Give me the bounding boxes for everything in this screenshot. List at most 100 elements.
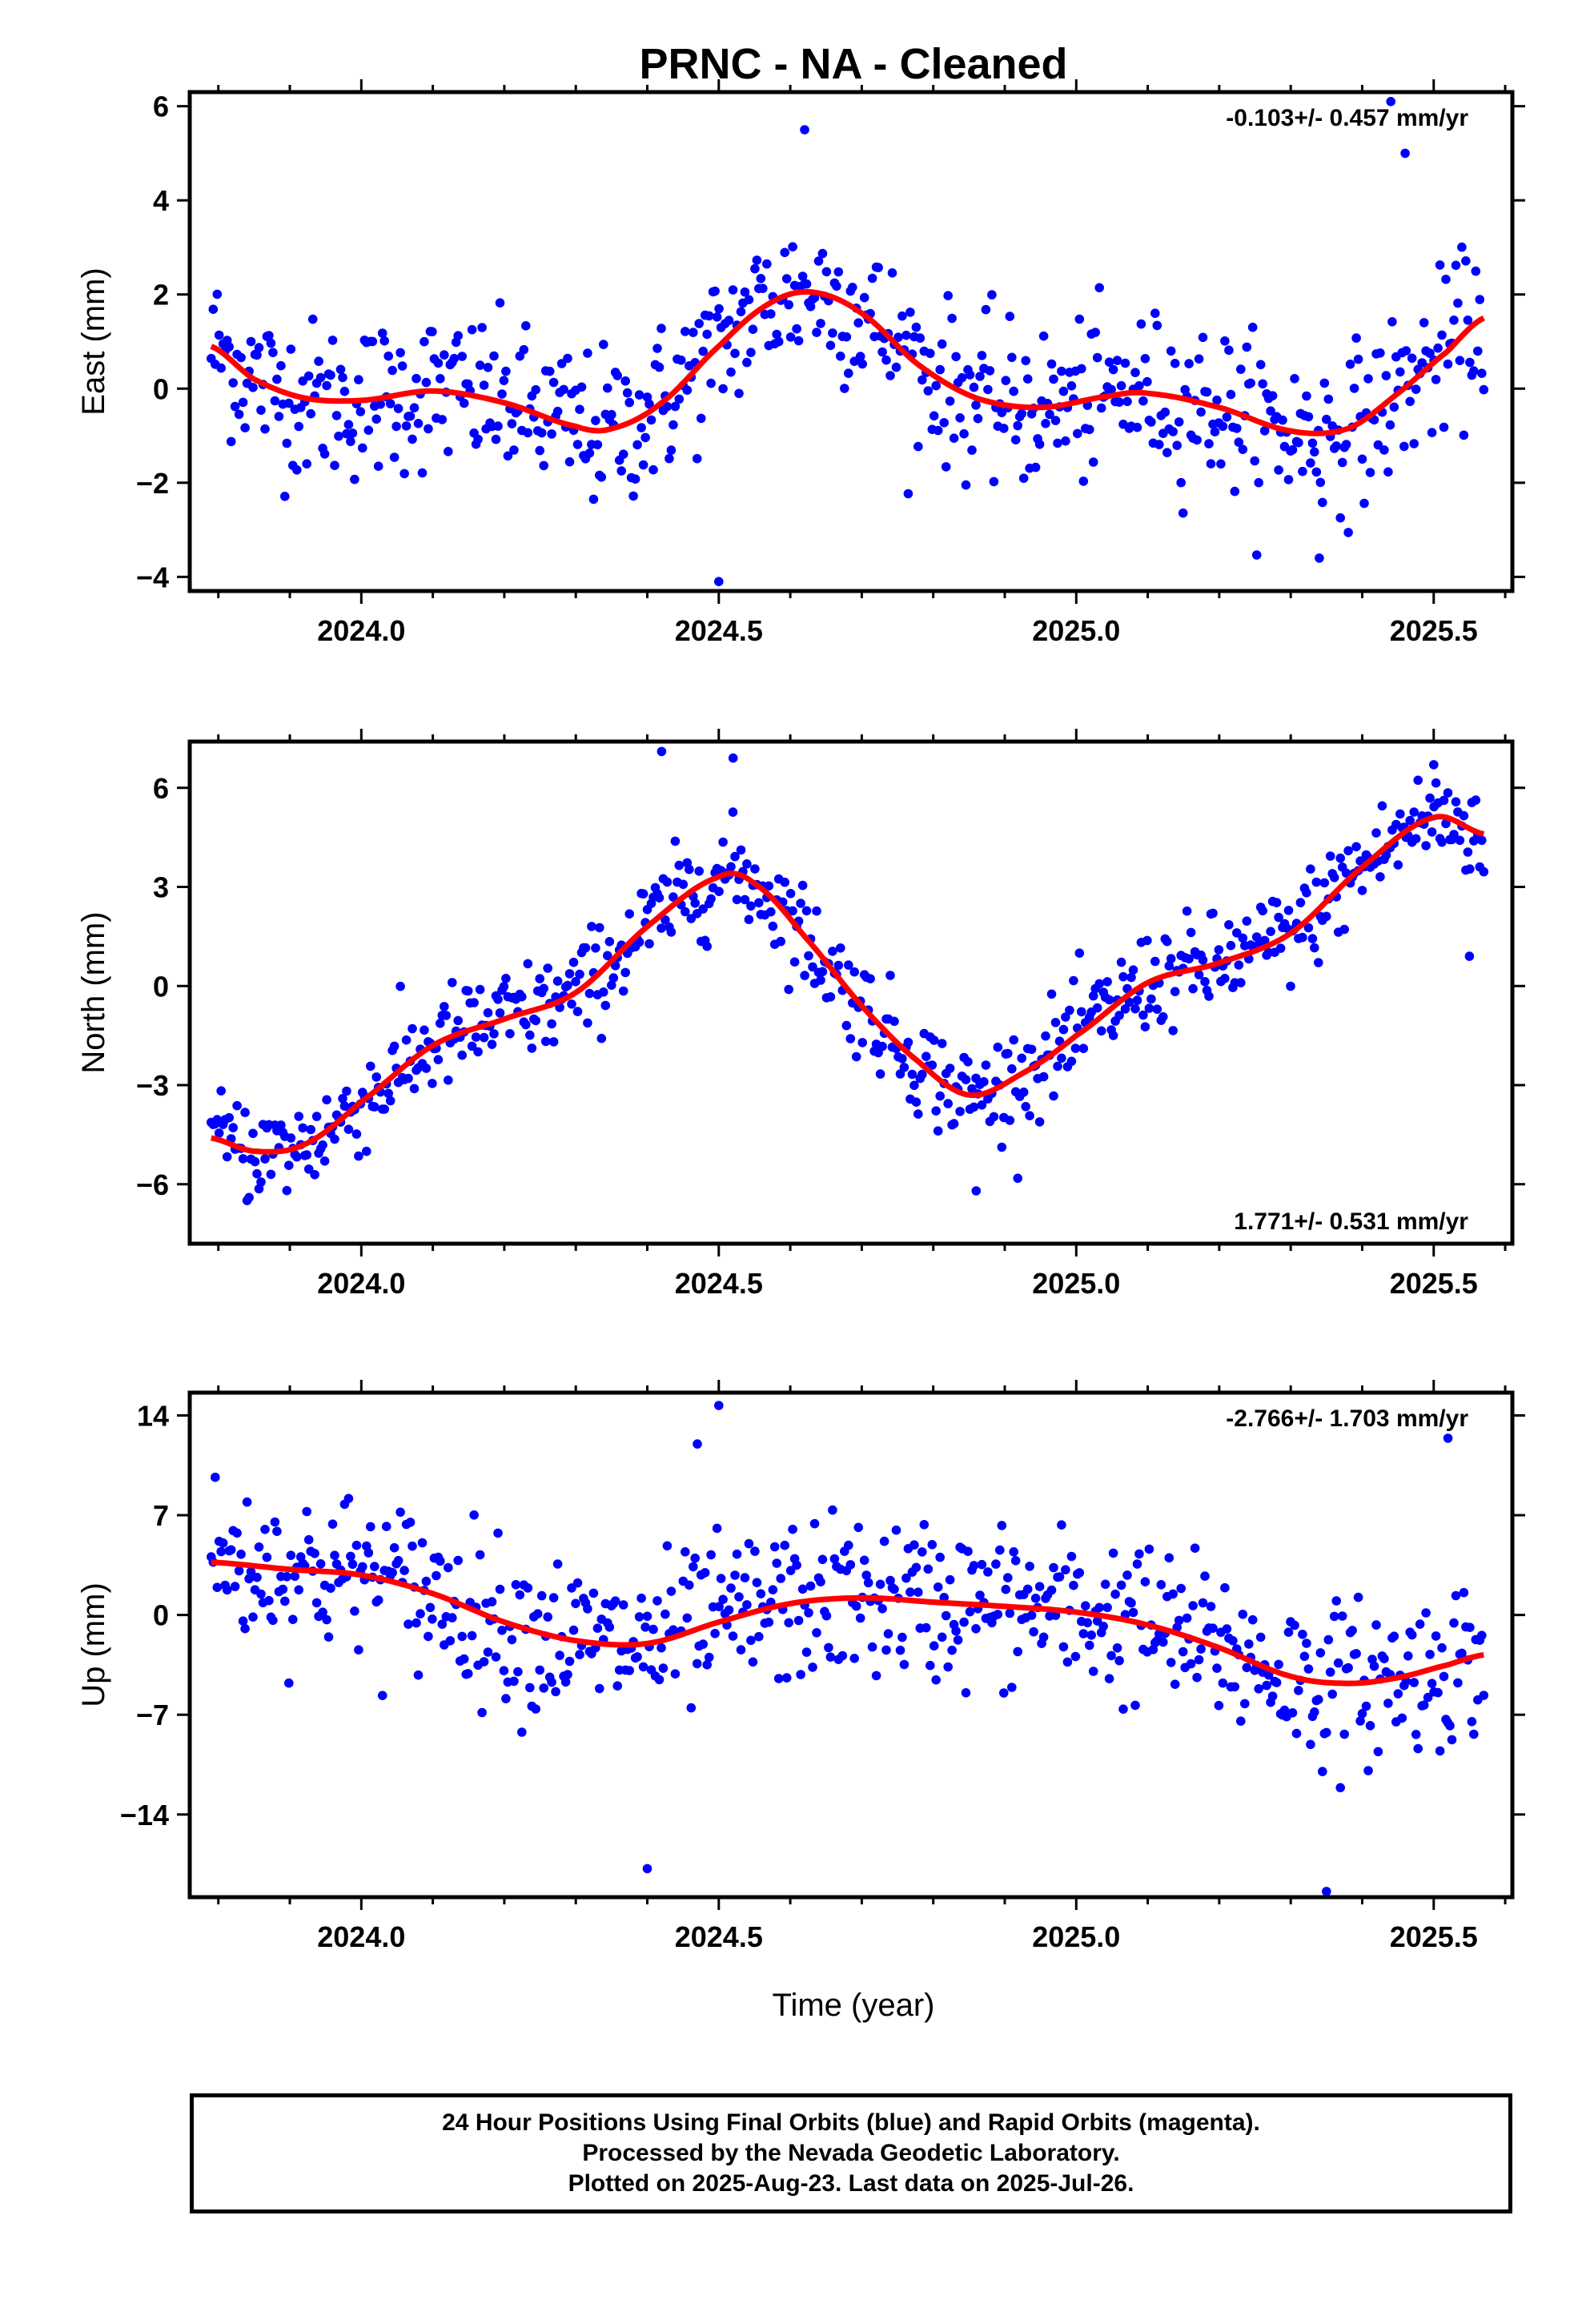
data-point (1385, 420, 1395, 430)
data-point (1077, 364, 1086, 374)
data-point (1025, 1111, 1034, 1120)
data-point (943, 291, 953, 301)
data-point (1092, 1003, 1102, 1013)
data-point (228, 378, 239, 388)
data-point (1146, 417, 1156, 427)
data-point (1003, 1048, 1013, 1059)
data-point (634, 390, 644, 400)
data-point (891, 1525, 901, 1535)
data-point (495, 298, 505, 308)
data-point (911, 322, 921, 332)
data-point (624, 909, 634, 919)
data-point (1226, 389, 1236, 400)
data-point (453, 1015, 463, 1026)
data-point (523, 1583, 533, 1593)
data-point (1038, 331, 1049, 341)
data-point (1365, 468, 1375, 477)
data-point (424, 424, 433, 434)
data-point (318, 1140, 327, 1150)
data-point (931, 1675, 941, 1685)
data-point (909, 1080, 919, 1091)
data-point (1078, 1629, 1089, 1638)
data-point (583, 1604, 592, 1614)
data-point (1208, 1623, 1218, 1633)
data-point (1453, 1678, 1463, 1688)
data-point (1445, 1721, 1455, 1731)
data-point (848, 283, 857, 292)
data-point (837, 1651, 848, 1661)
data-point (728, 753, 738, 763)
data-point (444, 1562, 453, 1573)
data-point (1065, 1005, 1074, 1015)
data-point (1247, 322, 1258, 332)
data-point (256, 1589, 266, 1599)
north-panel: 2024.0 2024.5 2025.0 2025.5 −6 −3 0 3 6 North (mm… (76, 729, 1525, 1300)
data-point (710, 1629, 720, 1638)
data-point (1395, 367, 1405, 377)
data-point (1236, 978, 1246, 987)
data-point (1271, 1678, 1282, 1687)
data-point (294, 421, 304, 432)
data-point (1403, 1651, 1413, 1661)
data-point (1162, 448, 1172, 457)
data-point (572, 440, 583, 449)
data-point (222, 1585, 232, 1595)
data-point (552, 406, 563, 416)
data-point (436, 1019, 445, 1028)
data-point (1254, 477, 1263, 488)
data-point (588, 1588, 599, 1598)
data-point (1108, 1548, 1118, 1558)
data-point (1142, 376, 1152, 387)
data-point (254, 343, 264, 352)
data-point (232, 1100, 242, 1111)
data-point (796, 1670, 805, 1679)
data-point (658, 1663, 669, 1673)
data-point (1236, 364, 1246, 374)
data-point (1220, 974, 1230, 983)
data-point (1078, 1043, 1089, 1053)
data-point (1290, 374, 1299, 384)
data-point (383, 1088, 394, 1099)
data-point (1415, 1619, 1425, 1629)
data-point (489, 351, 499, 361)
data-point (1351, 333, 1361, 343)
data-point (959, 428, 969, 439)
data-point (475, 984, 485, 995)
data-point (1182, 906, 1192, 916)
data-point (885, 371, 895, 380)
data-point (1216, 459, 1226, 469)
data-point (310, 1170, 319, 1180)
data-point (698, 346, 708, 356)
data-point (1463, 847, 1473, 857)
data-point (817, 967, 828, 977)
data-point (1166, 1658, 1176, 1667)
data-point (539, 1683, 548, 1693)
data-point (863, 1578, 873, 1588)
data-point (845, 1560, 856, 1570)
data-point (1255, 360, 1266, 370)
data-point (1371, 828, 1381, 838)
data-point (1238, 1610, 1248, 1619)
data-point (1132, 1559, 1142, 1569)
data-point (857, 1038, 867, 1047)
data-point (469, 998, 479, 1007)
data-point (212, 1582, 223, 1592)
data-point (1310, 447, 1319, 457)
data-point (855, 352, 865, 361)
data-point (539, 983, 548, 994)
data-point (420, 1025, 429, 1035)
data-point (1477, 835, 1487, 846)
data-point (1162, 936, 1172, 947)
data-point (997, 1521, 1007, 1530)
data-point (728, 285, 738, 295)
data-point (366, 1061, 375, 1072)
data-point (636, 1593, 646, 1603)
data-point (851, 1601, 861, 1611)
data-point (748, 324, 758, 335)
data-point (1210, 427, 1220, 436)
data-point (897, 1054, 907, 1063)
data-point (523, 959, 533, 969)
data-point (1085, 1640, 1094, 1651)
data-point (1046, 1585, 1057, 1595)
data-point (1066, 1056, 1077, 1067)
